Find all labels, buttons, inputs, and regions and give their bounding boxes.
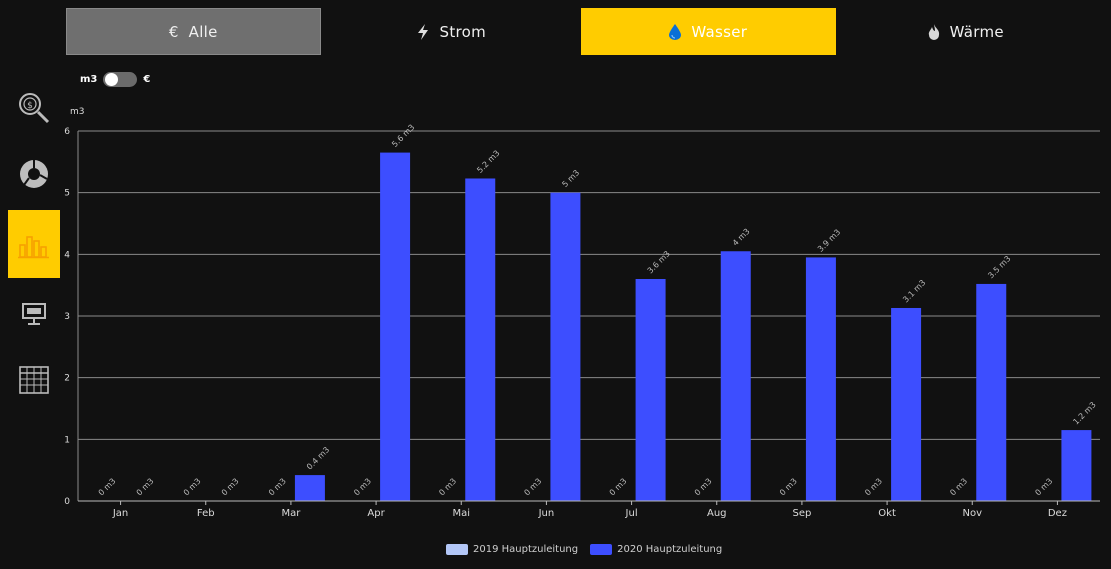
bar-2020 bbox=[380, 153, 410, 501]
x-tick-label: Dez bbox=[1048, 508, 1067, 519]
legend-item-2019[interactable]: 2019 Hauptzuleitung bbox=[446, 544, 578, 555]
bar-2020 bbox=[550, 193, 580, 501]
y-tick-label: 2 bbox=[64, 374, 70, 384]
bar-2020 bbox=[465, 178, 495, 501]
bar-2020 bbox=[1061, 430, 1091, 501]
data-label: 3.9 m3 bbox=[816, 228, 842, 254]
y-tick-label: 4 bbox=[64, 250, 70, 260]
data-label: 1.2 m3 bbox=[1071, 400, 1097, 426]
y-axis-title: m3 bbox=[70, 107, 85, 117]
data-label: 3.5 m3 bbox=[986, 254, 1012, 280]
x-tick-label: Mai bbox=[452, 508, 470, 519]
bar-2020 bbox=[295, 475, 325, 501]
data-label: 0 m3 bbox=[437, 477, 458, 498]
x-tick-label: Jan bbox=[112, 508, 128, 519]
x-tick-label: Sep bbox=[792, 508, 811, 519]
bar-2020 bbox=[891, 308, 921, 501]
x-tick-label: Okt bbox=[878, 508, 896, 519]
data-label: 0 m3 bbox=[97, 477, 118, 498]
bar-2020 bbox=[636, 279, 666, 501]
y-tick-label: 5 bbox=[64, 189, 70, 199]
data-label: 0 m3 bbox=[267, 477, 288, 498]
legend-item-2020[interactable]: 2020 Hauptzuleitung bbox=[590, 544, 722, 555]
x-tick-label: Aug bbox=[707, 508, 727, 519]
data-label: 5.2 m3 bbox=[475, 149, 501, 175]
data-label: 0 m3 bbox=[522, 477, 543, 498]
bar-2020 bbox=[806, 257, 836, 501]
data-label: 0 m3 bbox=[182, 477, 203, 498]
data-label: 0.4 m3 bbox=[305, 445, 331, 471]
data-label: 0 m3 bbox=[1033, 477, 1054, 498]
x-tick-label: Feb bbox=[197, 508, 215, 519]
data-label: 0 m3 bbox=[948, 477, 969, 498]
data-label: 5 m3 bbox=[560, 168, 581, 189]
data-label: 0 m3 bbox=[220, 477, 241, 498]
x-tick-label: Mar bbox=[281, 508, 301, 519]
x-tick-label: Jun bbox=[538, 508, 555, 519]
bar-2020 bbox=[976, 284, 1006, 501]
data-label: 0 m3 bbox=[693, 477, 714, 498]
y-tick-label: 6 bbox=[64, 127, 70, 137]
legend-swatch-2019 bbox=[446, 544, 468, 555]
chart-legend: 2019 Hauptzuleitung 2020 Hauptzuleitung bbox=[446, 544, 722, 555]
data-label: 0 m3 bbox=[135, 477, 156, 498]
x-tick-label: Nov bbox=[962, 508, 982, 519]
data-label: 0 m3 bbox=[608, 477, 629, 498]
legend-label-2019: 2019 Hauptzuleitung bbox=[473, 544, 578, 555]
legend-swatch-2020 bbox=[590, 544, 612, 555]
data-label: 0 m3 bbox=[863, 477, 884, 498]
x-tick-label: Jul bbox=[625, 508, 638, 519]
data-label: 5.6 m3 bbox=[390, 123, 416, 149]
y-tick-label: 1 bbox=[64, 435, 70, 445]
y-tick-label: 0 bbox=[64, 497, 70, 507]
y-tick-label: 3 bbox=[64, 312, 70, 322]
bar-2020 bbox=[721, 251, 751, 501]
data-label: 3.6 m3 bbox=[646, 249, 672, 275]
data-label: 4 m3 bbox=[731, 227, 752, 248]
legend-label-2020: 2020 Hauptzuleitung bbox=[617, 544, 722, 555]
data-label: 0 m3 bbox=[352, 477, 373, 498]
data-label: 3.1 m3 bbox=[901, 278, 927, 304]
data-label: 0 m3 bbox=[778, 477, 799, 498]
x-tick-label: Apr bbox=[367, 508, 385, 519]
